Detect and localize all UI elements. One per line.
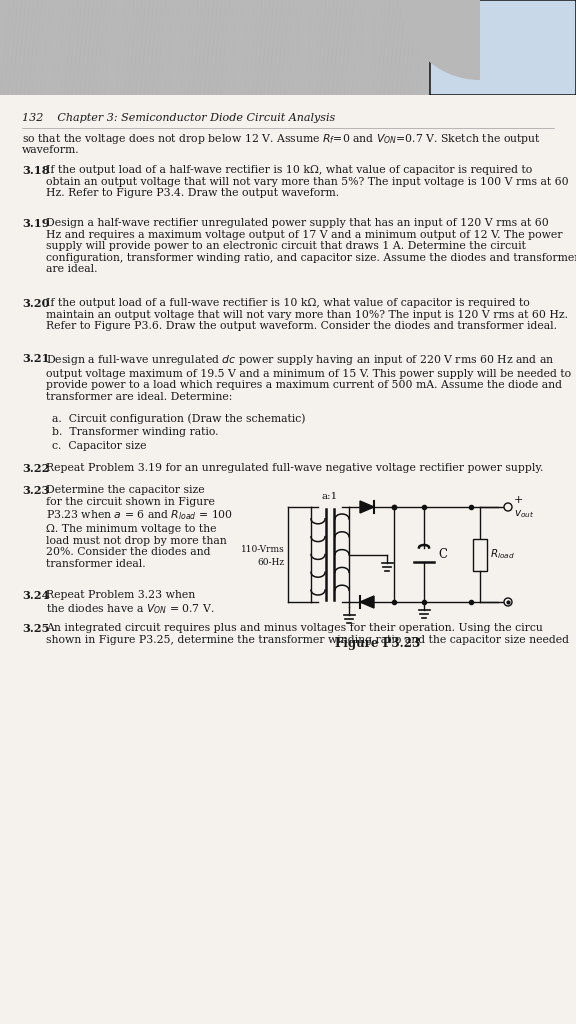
Text: Determine the capacitor size
for the circuit shown in Figure
P3.23 when $a$ = 6 : Determine the capacitor size for the cir…: [46, 485, 233, 568]
Polygon shape: [360, 596, 374, 608]
Text: Design a full-wave unregulated $dc$ power supply having an input of 220 V rms 60: Design a full-wave unregulated $dc$ powe…: [46, 353, 571, 401]
Text: a:1: a:1: [322, 492, 338, 501]
Text: 110-Vrms: 110-Vrms: [241, 545, 285, 554]
Text: 60-Hz: 60-Hz: [258, 558, 285, 567]
Circle shape: [504, 598, 512, 606]
Text: $R_{load}$: $R_{load}$: [490, 548, 515, 561]
Text: Repeat Problem 3.19 for an unregulated full-wave negative voltage rectifier powe: Repeat Problem 3.19 for an unregulated f…: [46, 463, 543, 473]
Text: If the output load of a full-wave rectifier is 10 kΩ, what value of capacitor is: If the output load of a full-wave rectif…: [46, 298, 568, 331]
Text: $v_{out}$: $v_{out}$: [514, 508, 535, 520]
Text: c.  Capacitor size: c. Capacitor size: [52, 441, 146, 451]
Text: so that the voltage does not drop below 12 V. Assume $R_f$=0 and $V_{ON}$=0.7 V.: so that the voltage does not drop below …: [22, 132, 541, 146]
Wedge shape: [400, 0, 480, 80]
Bar: [0, 0, 576, 95]
Text: b.  Transformer winding ratio.: b. Transformer winding ratio.: [52, 427, 218, 437]
Text: 3.19: 3.19: [22, 218, 50, 229]
Text: 3.25: 3.25: [22, 623, 50, 634]
FancyBboxPatch shape: [430, 0, 576, 95]
Text: C: C: [438, 548, 447, 561]
Text: a.  Circuit configuration (Draw the schematic): a. Circuit configuration (Draw the schem…: [52, 413, 305, 424]
Text: 3.20: 3.20: [22, 298, 50, 309]
Text: 3.22: 3.22: [22, 463, 50, 474]
Text: Repeat Problem 3.23 when
the diodes have a $V_{ON}$ = 0.7 V.: Repeat Problem 3.23 when the diodes have…: [46, 590, 215, 615]
Circle shape: [504, 503, 512, 511]
Text: +: +: [514, 495, 524, 505]
Text: 3.24: 3.24: [22, 590, 50, 601]
Text: waveform.: waveform.: [22, 145, 79, 155]
Text: Design a half-wave rectifier unregulated power supply that has an input of 120 V: Design a half-wave rectifier unregulated…: [46, 218, 576, 274]
Text: 3.21: 3.21: [22, 353, 50, 364]
Text: Figure P3.23: Figure P3.23: [335, 637, 420, 650]
Text: If the output load of a half-wave rectifier is 10 kΩ, what value of capacitor is: If the output load of a half-wave rectif…: [46, 165, 569, 199]
Text: 3.23: 3.23: [22, 485, 50, 496]
Bar: [473, 539, 487, 570]
Text: 3.18: 3.18: [22, 165, 50, 176]
Polygon shape: [360, 501, 374, 513]
Text: 132    Chapter 3: Semiconductor Diode Circuit Analysis: 132 Chapter 3: Semiconductor Diode Circu…: [22, 113, 335, 123]
Text: An integrated circuit requires plus and minus voltages for their operation. Usin: An integrated circuit requires plus and …: [46, 623, 569, 644]
